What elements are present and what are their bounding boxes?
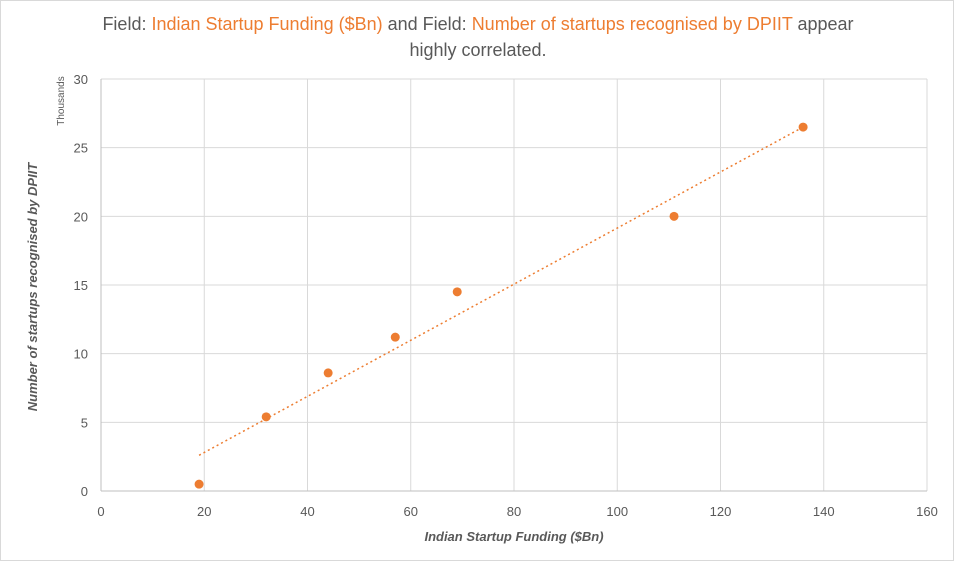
x-tick-label: 60 [404,504,418,519]
y-tick-label: 5 [81,415,88,430]
title-prefix: Field: [102,14,152,34]
x-tick-label: 100 [606,504,628,519]
title-middle: and Field: [382,14,472,34]
title-suffix: appear [792,14,854,34]
x-tick-label: 20 [197,504,211,519]
x-tick-label: 80 [507,504,521,519]
chart-title: Field: Indian Startup Funding ($Bn) and … [1,11,954,63]
data-point [669,211,679,221]
y-tick-label: 0 [81,484,88,499]
y-axis-title: Number of startups recognised by DPIIT [25,162,40,412]
x-tick-label: 0 [97,504,104,519]
y-tick-label: 15 [74,278,88,293]
y-tick-label: 25 [74,141,88,156]
trendline [198,126,804,456]
y-unit-label: Thousands [56,76,67,125]
data-point [390,332,400,342]
x-axis-title: Indian Startup Funding ($Bn) [424,529,603,544]
x-tick-label: 160 [916,504,938,519]
data-point [798,122,808,132]
y-tick-label: 10 [74,347,88,362]
x-tick-label: 40 [300,504,314,519]
data-point [452,287,462,297]
x-tick-label: 120 [710,504,732,519]
title-field-1: Indian Startup Funding ($Bn) [151,14,383,34]
data-point [261,412,271,422]
title-line-1: Field: Indian Startup Funding ($Bn) and … [1,11,954,37]
title-field-2: Number of startups recognised by DPIIT [471,14,793,34]
data-point [194,479,204,489]
data-point [323,368,333,378]
title-line-2: highly correlated. [409,40,547,60]
y-tick-label: 20 [74,209,88,224]
x-tick-label: 140 [813,504,835,519]
y-tick-label: 30 [74,72,88,87]
